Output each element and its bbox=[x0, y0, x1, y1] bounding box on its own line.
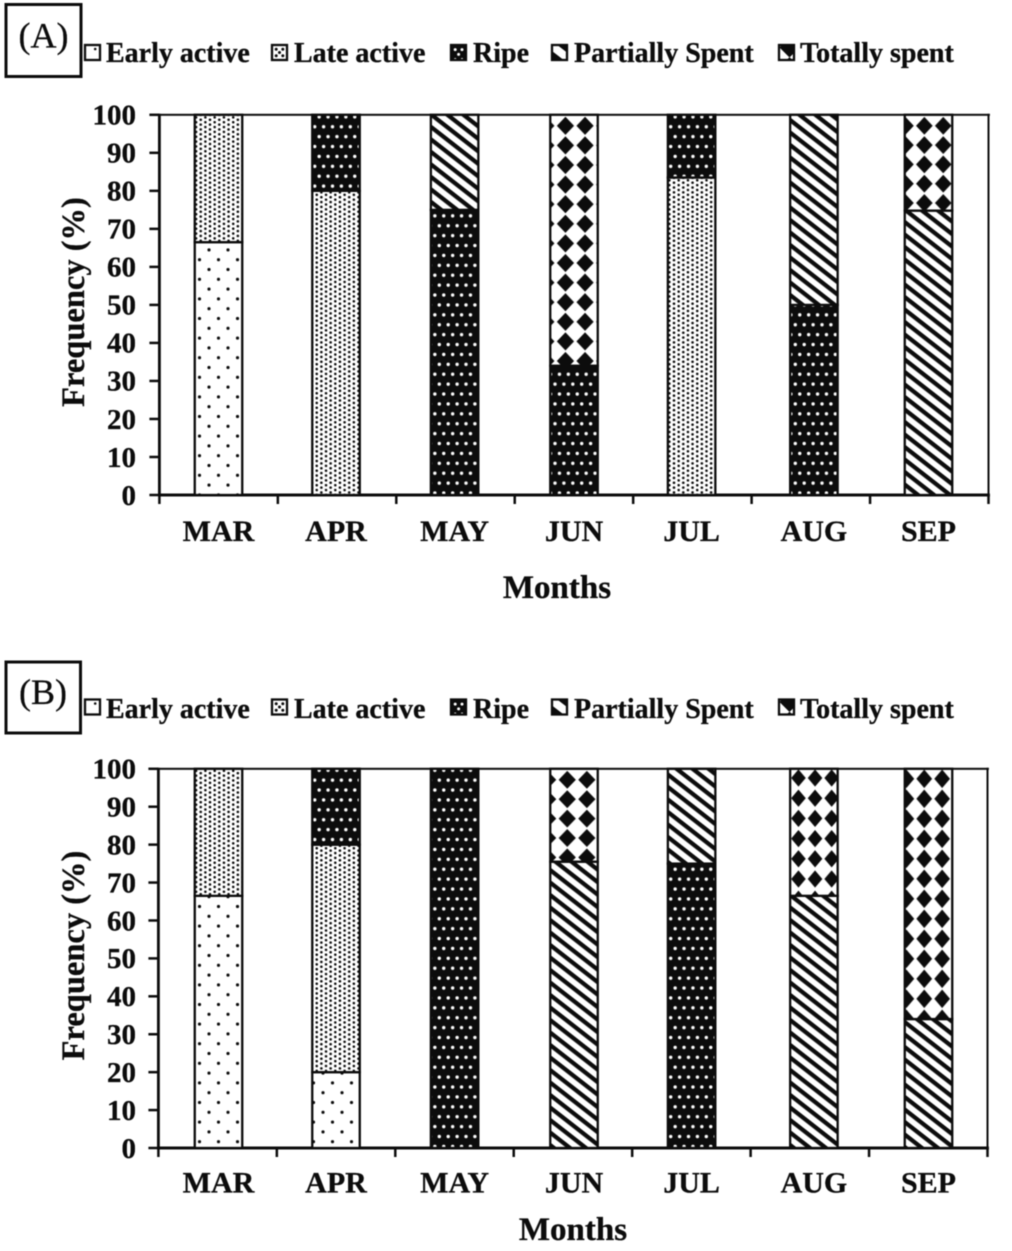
svg-text:Early active: Early active bbox=[106, 694, 250, 725]
svg-text:AUG: AUG bbox=[781, 515, 848, 548]
svg-text:60: 60 bbox=[107, 905, 136, 937]
svg-text:Ripe: Ripe bbox=[473, 694, 529, 725]
svg-text:JUL: JUL bbox=[663, 1167, 720, 1200]
svg-text:40: 40 bbox=[107, 981, 136, 1013]
svg-text:SEP: SEP bbox=[901, 1167, 956, 1200]
svg-text:90: 90 bbox=[107, 138, 136, 170]
svg-text:Partially Spent: Partially Spent bbox=[574, 38, 754, 69]
svg-text:APR: APR bbox=[305, 515, 367, 548]
svg-text:MAR: MAR bbox=[183, 515, 255, 548]
svg-text:JUN: JUN bbox=[545, 1167, 604, 1200]
svg-text:70: 70 bbox=[107, 214, 136, 246]
svg-text:JUN: JUN bbox=[545, 515, 604, 548]
svg-text:10: 10 bbox=[107, 442, 136, 474]
svg-text:20: 20 bbox=[107, 1057, 136, 1089]
svg-text:Frequency (%): Frequency (%) bbox=[56, 197, 92, 407]
svg-text:Months: Months bbox=[503, 570, 611, 606]
svg-text:10: 10 bbox=[107, 1095, 136, 1127]
svg-text:100: 100 bbox=[93, 754, 137, 786]
svg-text:60: 60 bbox=[107, 252, 136, 284]
svg-text:JUL: JUL bbox=[663, 515, 720, 548]
svg-text:Totally spent: Totally spent bbox=[800, 694, 954, 725]
svg-text:90: 90 bbox=[107, 792, 136, 824]
svg-text:50: 50 bbox=[107, 943, 136, 975]
svg-text:Totally spent: Totally spent bbox=[800, 38, 954, 69]
svg-text:80: 80 bbox=[107, 829, 136, 861]
svg-text:AUG: AUG bbox=[781, 1167, 848, 1200]
svg-text:Early active: Early active bbox=[106, 38, 250, 69]
svg-text:(B): (B) bbox=[19, 672, 67, 712]
svg-text:Partially Spent: Partially Spent bbox=[574, 694, 754, 725]
svg-text:100: 100 bbox=[93, 100, 137, 132]
svg-text:Frequency (%): Frequency (%) bbox=[56, 851, 92, 1061]
svg-text:30: 30 bbox=[107, 1019, 136, 1051]
svg-text:Late active: Late active bbox=[294, 38, 425, 69]
svg-text:Months: Months bbox=[519, 1212, 627, 1248]
svg-text:MAY: MAY bbox=[420, 1167, 489, 1200]
svg-text:Ripe: Ripe bbox=[473, 38, 529, 69]
svg-text:Late active: Late active bbox=[294, 694, 425, 725]
svg-text:50: 50 bbox=[107, 290, 136, 322]
svg-text:APR: APR bbox=[305, 1167, 367, 1200]
svg-text:80: 80 bbox=[107, 176, 136, 208]
svg-text:30: 30 bbox=[107, 366, 136, 398]
svg-text:0: 0 bbox=[122, 480, 137, 512]
svg-text:20: 20 bbox=[107, 404, 136, 436]
svg-text:70: 70 bbox=[107, 867, 136, 899]
svg-text:40: 40 bbox=[107, 328, 136, 360]
svg-text:SEP: SEP bbox=[901, 515, 956, 548]
svg-text:MAR: MAR bbox=[183, 1167, 255, 1200]
svg-text:MAY: MAY bbox=[420, 515, 489, 548]
svg-text:(A): (A) bbox=[19, 15, 69, 55]
svg-text:0: 0 bbox=[122, 1133, 137, 1165]
